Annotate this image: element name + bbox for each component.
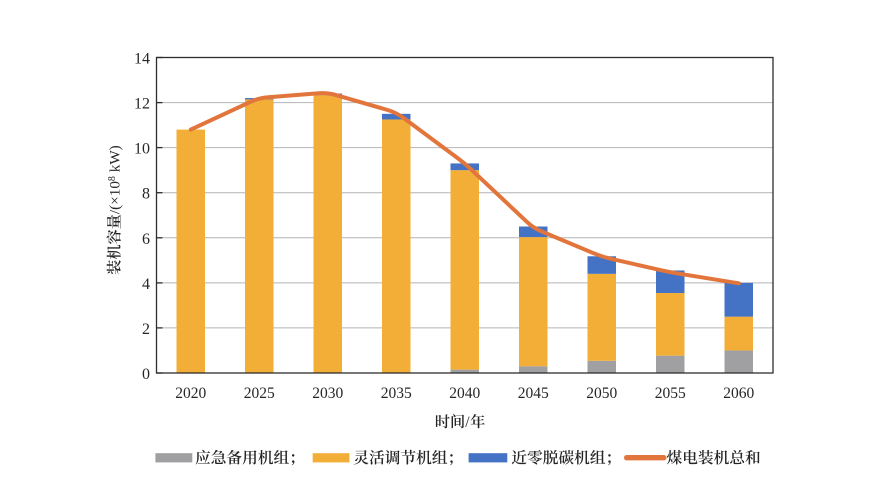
svg-text:2055: 2055	[655, 385, 686, 402]
svg-text:2035: 2035	[381, 385, 412, 402]
svg-text:6: 6	[142, 231, 150, 248]
svg-text:2020: 2020	[175, 385, 206, 402]
svg-text:8: 8	[142, 186, 150, 203]
svg-text:/: /	[465, 414, 470, 431]
svg-text:2050: 2050	[586, 385, 617, 402]
svg-text:10: 10	[134, 141, 150, 158]
svg-text:/(×108 kW): /(×108 kW)	[107, 145, 124, 214]
svg-text:12: 12	[134, 96, 150, 113]
svg-text:0: 0	[142, 366, 150, 383]
svg-text:4: 4	[142, 276, 150, 293]
svg-text:2045: 2045	[518, 385, 549, 402]
svg-text:2025: 2025	[244, 385, 275, 402]
svg-text:14: 14	[134, 51, 150, 68]
svg-text:2: 2	[142, 321, 150, 338]
svg-text:2060: 2060	[723, 385, 754, 402]
svg-text:2040: 2040	[449, 385, 480, 402]
svg-text:2030: 2030	[312, 385, 343, 402]
